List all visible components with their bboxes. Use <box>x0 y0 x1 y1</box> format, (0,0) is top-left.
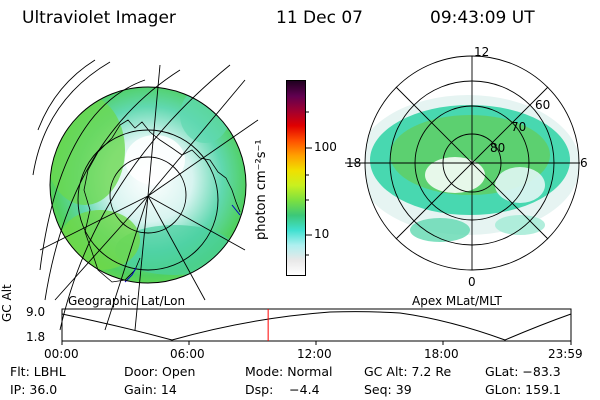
time-tick-1800: 18:00 <box>424 347 459 361</box>
status-door: Door: Open <box>124 364 196 379</box>
coastline-segment-east <box>231 204 241 216</box>
status-glat: GLat: −83.3 <box>485 364 561 379</box>
mlt-label-6: 6 <box>580 156 588 170</box>
colorbar-tick-10: 10 <box>314 227 330 241</box>
mlat-label-60: 60 <box>535 98 551 112</box>
right-emission <box>365 95 579 242</box>
image-time: 09:43:09 UT <box>430 8 535 28</box>
gc-alt-tick-max: 9.0 <box>26 305 46 319</box>
status-dsp: Dsp: −4.4 <box>245 382 320 397</box>
time-tick-0000: 00:00 <box>44 347 79 361</box>
timeline-frame <box>61 308 572 342</box>
status-mode: Mode: Normal <box>245 364 333 379</box>
gc-alt-tick-min: 1.8 <box>26 330 46 344</box>
apex-label: Apex MLat/MLT <box>412 294 502 308</box>
status-ip: IP: 36.0 <box>10 382 58 397</box>
colorbar-tick-100: 100 <box>314 140 337 154</box>
antarctica-coastline <box>83 119 241 283</box>
status-gc-alt: GC Alt: 7.2 Re <box>364 364 452 379</box>
image-date: 11 Dec 07 <box>276 8 363 28</box>
colorbar-strip <box>286 80 306 276</box>
coastline-segment <box>124 267 137 283</box>
polar-grid <box>345 55 580 271</box>
mlt-label-18: 18 <box>346 156 362 170</box>
colorbar-unit-label: photon cm⁻²s⁻¹ <box>254 139 269 240</box>
mlt-label-0: 0 <box>468 275 476 289</box>
instrument-title: Ultraviolet Imager <box>22 8 176 28</box>
left-image-boundary <box>49 86 247 284</box>
altitude-curve <box>61 311 572 341</box>
mlat-label-70: 70 <box>511 120 527 134</box>
time-tick-0600: 06:00 <box>170 347 205 361</box>
time-tick-2359: 23:59 <box>548 347 583 361</box>
time-tick-1200: 12:00 <box>297 347 332 361</box>
mlat-label-80: 80 <box>490 141 506 155</box>
geographic-label: Geographic Lat/Lon <box>68 294 186 308</box>
geo-grid <box>32 59 259 331</box>
colorbar <box>286 80 306 276</box>
status-seq: Seq: 39 <box>364 382 412 397</box>
status-glon: GLon: 159.1 <box>485 382 561 397</box>
status-gain: Gain: 14 <box>124 382 177 397</box>
mlt-label-12: 12 <box>474 45 490 59</box>
left-emission <box>50 87 246 283</box>
gc-alt-axis-label: GC Alt <box>0 284 14 322</box>
status-flt: Flt: LBHL <box>10 364 66 379</box>
